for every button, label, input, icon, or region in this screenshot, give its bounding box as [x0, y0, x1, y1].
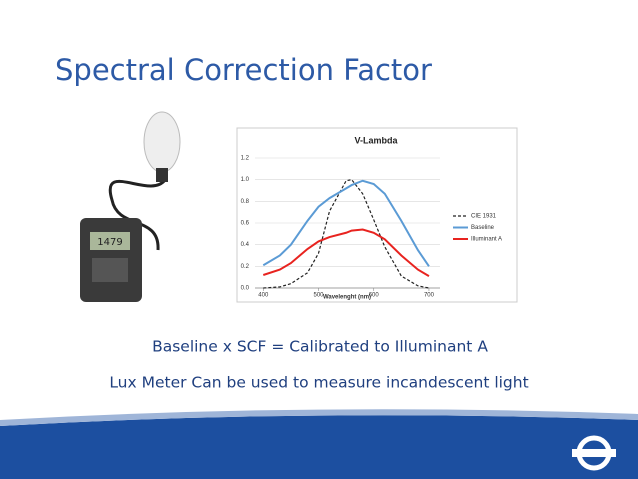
caption-line: Lux Meter Can be used to measure incande… — [109, 374, 528, 392]
sensor-base — [156, 168, 168, 182]
x-axis-label: Wavelenght (nm) — [323, 295, 371, 301]
roundel-bar — [572, 449, 616, 457]
chart: 0.0 0.2 0.4 0.6 0.8 1.0 1.2 400 500 600 700 CIE 193… — [241, 156, 502, 299]
y-tick-label: 0.2 — [241, 264, 250, 270]
footer-band — [0, 415, 638, 479]
series-line — [262, 228, 430, 277]
slide-title: Spectral Correction Factor — [55, 53, 432, 87]
y-tick-label: 0.6 — [241, 221, 250, 227]
caption-line: Baseline x SCF = Calibrated to Illuminan… — [152, 338, 488, 356]
chart-frame — [236, 127, 518, 303]
x-tick-label: 500 — [313, 293, 324, 299]
legend-label: Illuminant A — [471, 237, 502, 243]
y-tick-label: 0.8 — [241, 199, 250, 205]
y-tick-label: 0.4 — [241, 242, 250, 248]
sensor-dome — [143, 111, 181, 173]
legend-label: Baseline — [471, 225, 495, 231]
x-tick-label: 400 — [258, 293, 269, 299]
x-tick-label: 700 — [424, 293, 435, 299]
meter-display — [90, 232, 130, 250]
chart-title: V-Lambda — [354, 135, 398, 145]
x-tick-label: 600 — [369, 293, 380, 299]
legend-label: CIE 1931 — [471, 214, 497, 220]
lux-meter-image: 1479 — [80, 111, 181, 302]
y-tick-label: 1.0 — [241, 177, 250, 183]
meter-buttons — [92, 258, 128, 282]
series-line — [263, 179, 430, 289]
cable — [108, 178, 167, 251]
series-line — [262, 179, 430, 267]
roundel-logo — [572, 435, 616, 471]
y-tick-label: 1.2 — [241, 156, 250, 162]
footer-edge — [0, 409, 638, 426]
y-tick-label: 0.0 — [241, 286, 250, 292]
display-digits: 1479 — [97, 237, 122, 248]
